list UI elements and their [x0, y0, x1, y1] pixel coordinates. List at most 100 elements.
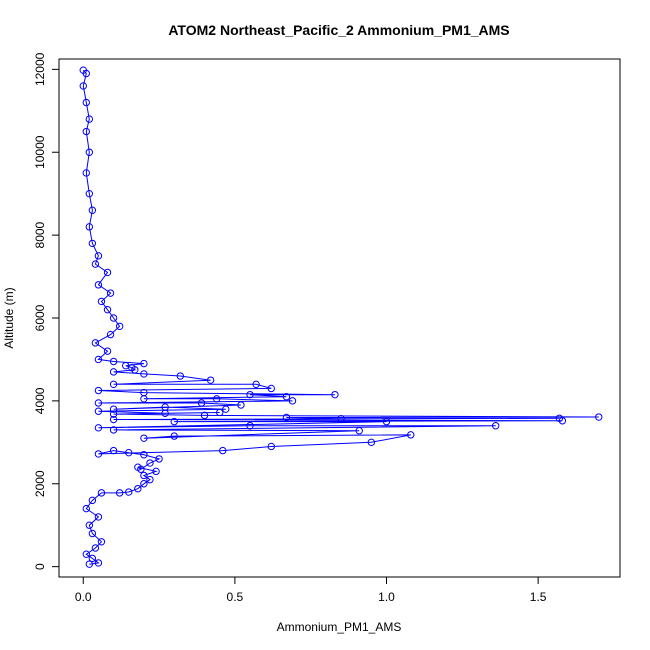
x-axis-label: Ammonium_PM1_AMS [277, 620, 402, 634]
data-point [555, 414, 564, 422]
data-point [109, 314, 118, 322]
data-point [85, 521, 94, 529]
data-point [88, 496, 97, 505]
data-point [219, 446, 227, 455]
data-point [94, 355, 103, 364]
data-point [94, 424, 103, 432]
data-point [407, 431, 415, 439]
data-point [367, 438, 376, 447]
data-point [161, 403, 169, 411]
y-tick-label: 8000 [33, 221, 47, 248]
data-point [85, 560, 94, 568]
data-point [91, 544, 100, 552]
data-point [267, 384, 275, 393]
data-point [176, 372, 184, 380]
data-point [94, 281, 103, 289]
data-point [140, 451, 148, 459]
x-axis: 0.0 0.5 1.0 1.5 [75, 576, 547, 604]
data-point [94, 407, 103, 415]
data-point [170, 432, 178, 440]
data-point [109, 405, 118, 413]
data-point [222, 405, 230, 413]
series-line [82, 69, 599, 565]
y-axis-label: Altitude (m) [2, 287, 16, 348]
data-point [88, 206, 97, 214]
data-point [103, 268, 112, 277]
data-point [115, 489, 124, 497]
data-point [355, 427, 363, 435]
data-point [206, 376, 215, 384]
data-point [88, 239, 97, 248]
data-point [140, 359, 148, 368]
data-point [82, 169, 90, 177]
series-layer [79, 66, 603, 568]
data-point [91, 260, 100, 268]
data-point [82, 504, 90, 513]
data-point [85, 148, 94, 156]
data-point [152, 467, 160, 476]
data-point [382, 417, 391, 426]
x-tick-label: 0.5 [227, 590, 244, 604]
data-point [267, 442, 275, 451]
data-point [134, 485, 142, 493]
data-point [109, 368, 118, 376]
data-point [197, 399, 206, 407]
data-point [140, 370, 148, 378]
data-point [125, 448, 133, 457]
y-tick-label: 10000 [33, 135, 47, 169]
data-point [170, 417, 178, 426]
data-point [252, 380, 260, 389]
data-point [94, 252, 103, 260]
data-point [246, 390, 254, 399]
data-point [491, 422, 500, 430]
data-point [79, 66, 87, 74]
y-tick-label: 2000 [33, 470, 47, 497]
data-point [97, 538, 106, 546]
y-tick-label: 0 [33, 563, 47, 570]
data-point [109, 357, 118, 366]
data-point [94, 399, 103, 407]
data-point [246, 422, 254, 430]
data-point [140, 480, 148, 488]
data-point [88, 554, 97, 563]
data-point [97, 297, 106, 306]
data-point [85, 189, 94, 198]
data-point [103, 306, 112, 314]
data-point [288, 397, 297, 405]
data-point [103, 347, 112, 355]
y-tick-label: 6000 [33, 304, 47, 331]
data-point [97, 489, 106, 497]
data-point [140, 388, 148, 397]
data-point [200, 411, 209, 420]
data-point [91, 339, 100, 347]
data-point [140, 471, 148, 480]
y-axis: 0 2000 4000 6000 8000 10000 12000 [33, 52, 60, 570]
data-point [146, 475, 154, 484]
data-point [282, 413, 291, 422]
x-tick-label: 1.5 [530, 590, 547, 604]
data-point [595, 413, 603, 421]
data-point [125, 488, 133, 496]
data-point [106, 330, 115, 339]
data-point [82, 127, 90, 136]
data-point [337, 414, 345, 423]
data-point [106, 289, 115, 297]
y-tick-label: 4000 [33, 387, 47, 414]
data-point [109, 380, 118, 389]
data-point [94, 386, 103, 395]
x-tick-label: 0.0 [75, 590, 92, 604]
data-point [212, 395, 221, 403]
data-point [155, 455, 163, 463]
data-point [140, 434, 148, 442]
data-point [94, 559, 103, 567]
data-point [94, 513, 103, 521]
data-point [85, 115, 94, 123]
data-point [137, 465, 145, 473]
data-point [79, 82, 87, 90]
data-point [109, 446, 118, 455]
data-point [94, 450, 103, 458]
data-point [237, 401, 245, 409]
data-point [88, 529, 97, 538]
